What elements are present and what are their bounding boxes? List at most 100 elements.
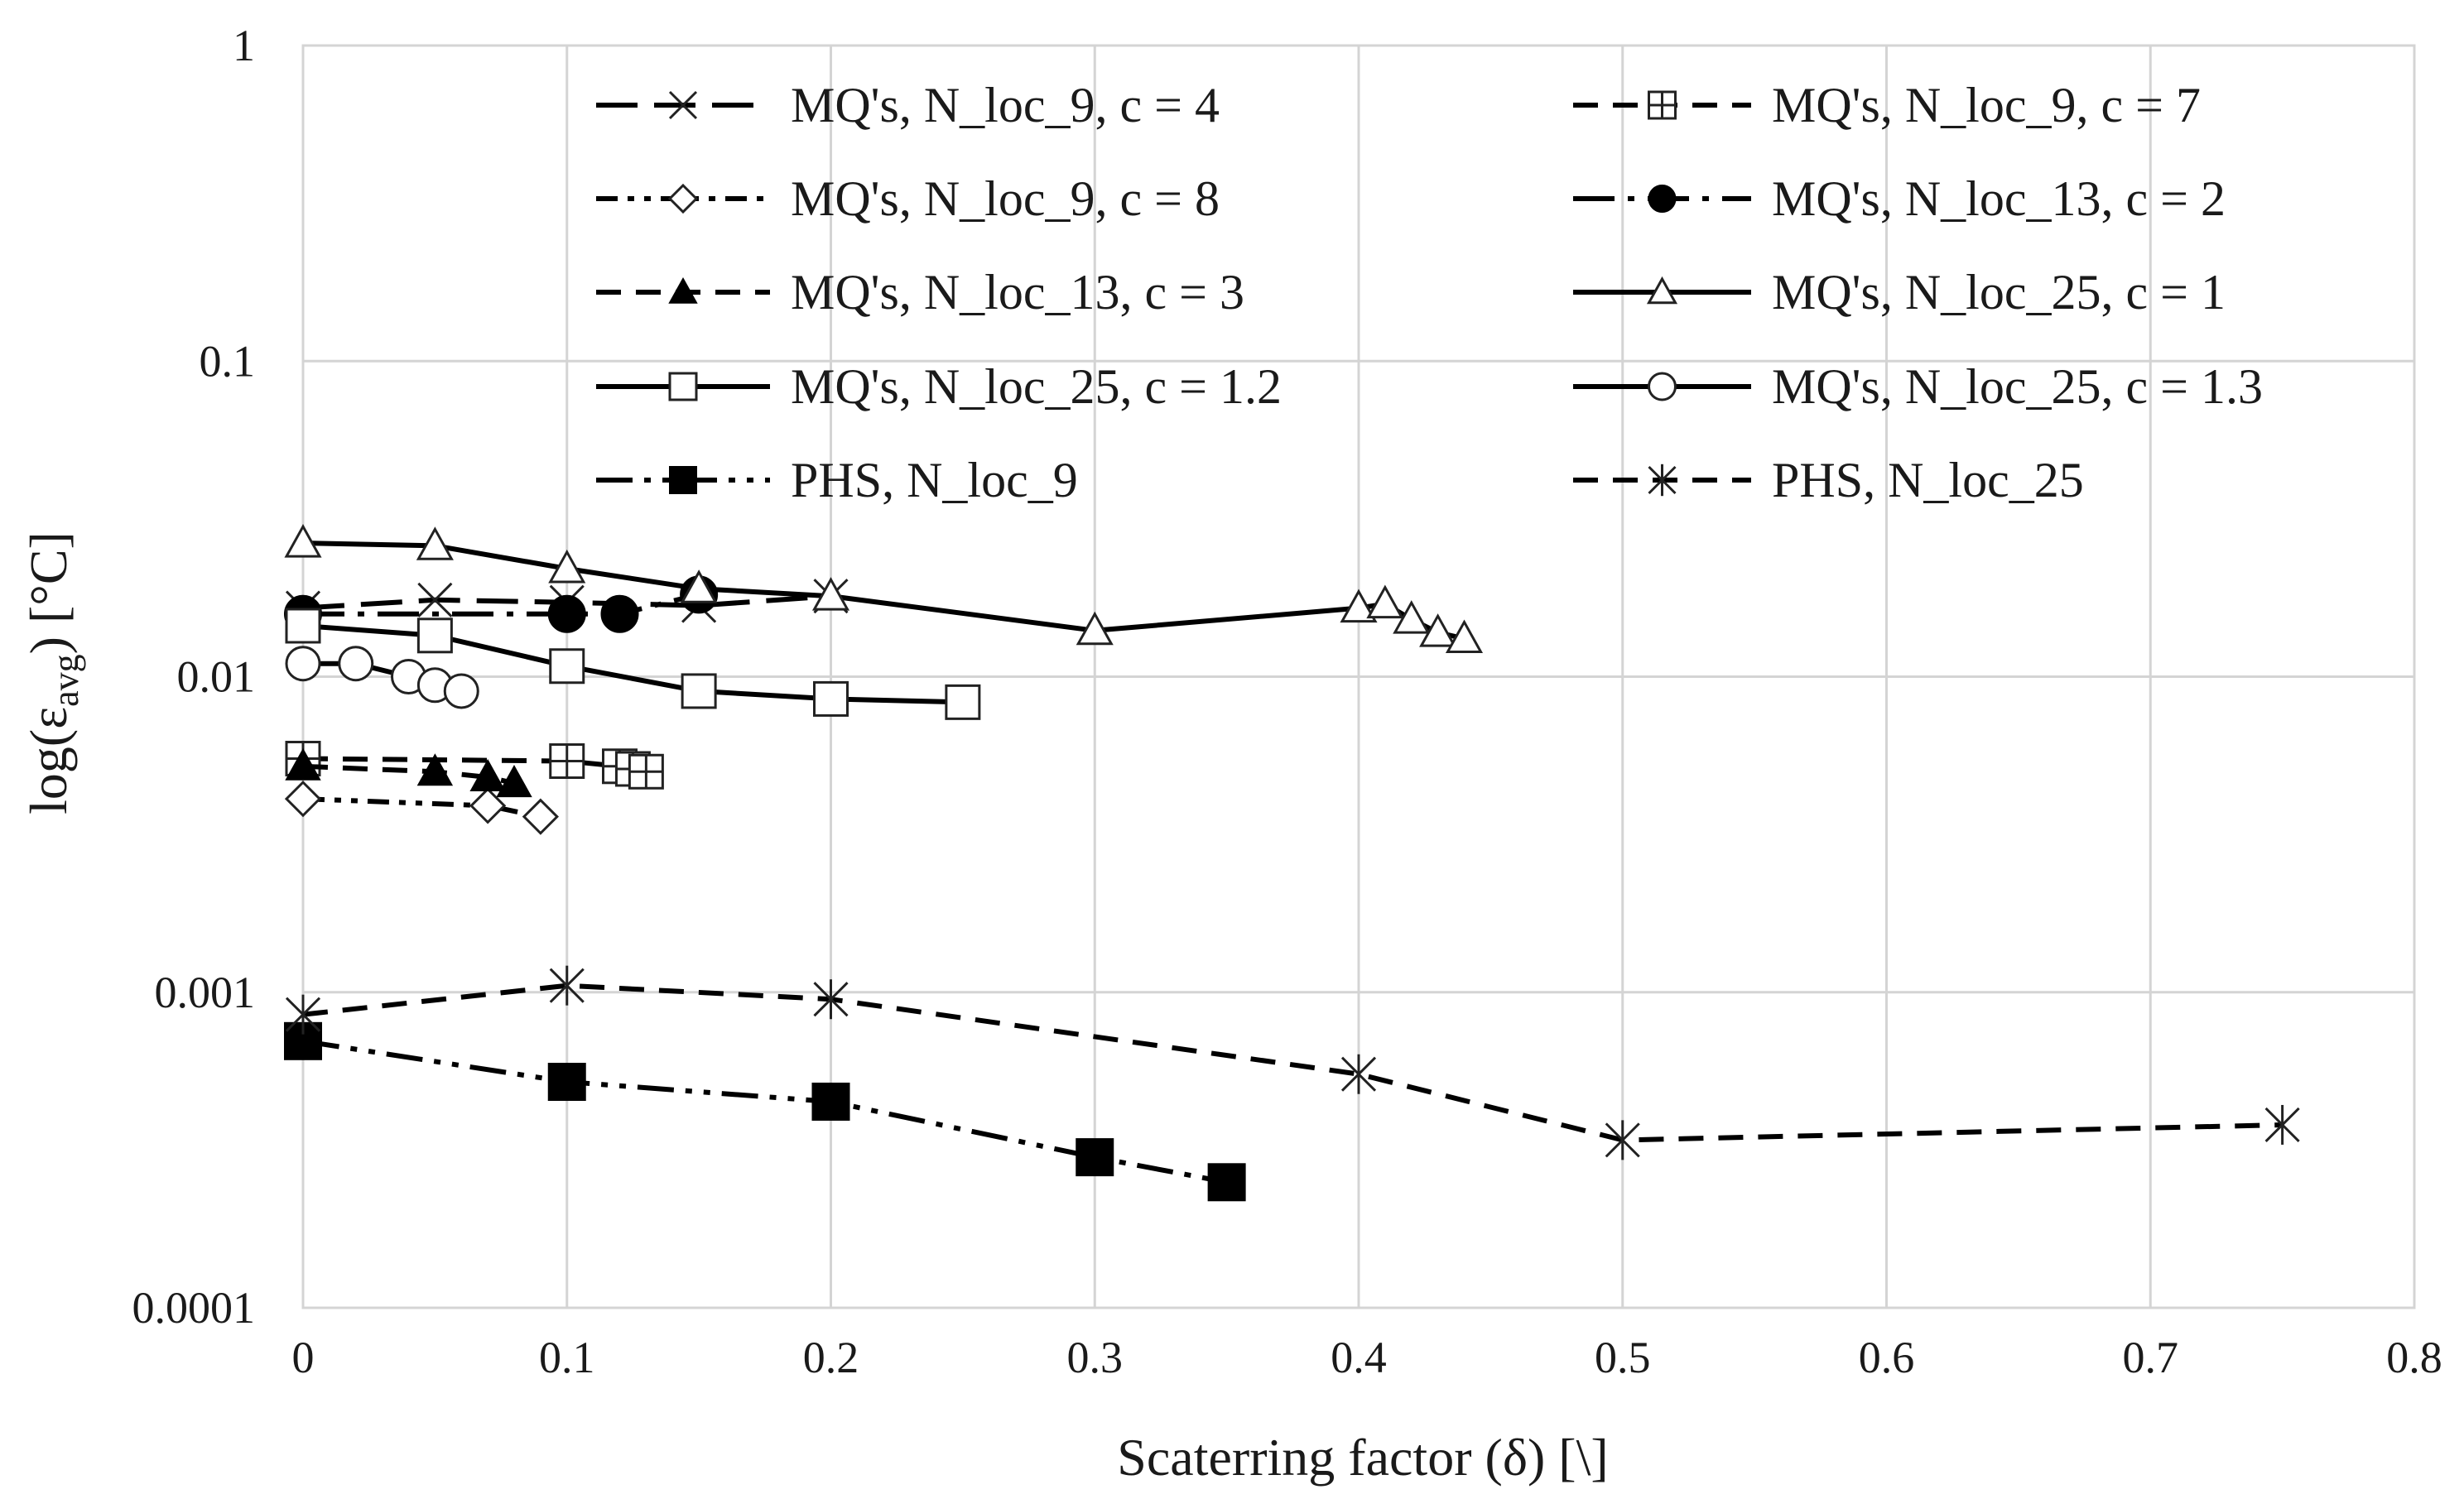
data-point: [1646, 276, 1678, 305]
data-point: [285, 747, 321, 781]
data-point: [680, 569, 718, 603]
data-point: [1076, 1138, 1114, 1177]
data-point: [1648, 372, 1677, 401]
legend-entry: MQ's, N_loc_9, c = 7: [1573, 78, 2201, 132]
y-axis-title-subscript: avg: [46, 654, 86, 707]
gridlines: [301, 44, 2416, 1309]
y-axis-title-prefix: log(ε: [19, 707, 78, 814]
x-tick-label: 0.5: [1595, 1333, 1651, 1382]
legend-label: MQ's, N_loc_25, c = 1.3: [1772, 359, 2263, 414]
series-7: [285, 608, 981, 720]
series-3: [284, 781, 559, 835]
legend-label: MQ's, N_loc_25, c = 1.2: [791, 359, 1282, 414]
data-point: [549, 965, 585, 1006]
data-point: [668, 276, 698, 304]
data-point: [1393, 600, 1431, 634]
data-point: [945, 684, 981, 720]
series-9: [284, 1021, 1246, 1202]
axes: 0 0.1 0.2 0.3 0.4 0.5 0.6 0.7 0.8 0.0001 0.001 0.01…: [132, 21, 2442, 1382]
data-point: [1648, 90, 1677, 120]
data-point: [1605, 1120, 1640, 1160]
legend-entry: MQ's, N_loc_13, c = 2: [1573, 171, 2226, 226]
x-tick-label: 0.1: [539, 1333, 595, 1382]
data-point: [443, 673, 479, 709]
data-point: [522, 798, 559, 835]
data-point: [667, 183, 699, 214]
legend-entry: MQ's, N_loc_25, c = 1: [1573, 265, 2226, 319]
y-axis-title: log(εavg) [°C]: [19, 531, 86, 814]
y-tick-label: 0.01: [177, 652, 256, 702]
legend-entry: MQ's, N_loc_9, c = 8: [596, 171, 1220, 226]
data-point: [417, 582, 453, 617]
data-point: [1207, 1163, 1246, 1202]
data-point: [416, 753, 454, 786]
y-tick-label: 0.001: [155, 968, 256, 1017]
x-tick-label: 0.3: [1067, 1333, 1124, 1382]
data-point: [1340, 1054, 1377, 1094]
data-point: [285, 994, 321, 1035]
data-point: [469, 758, 506, 792]
legend-label: PHS, N_loc_25: [1772, 453, 2084, 507]
legend-entry: PHS, N_loc_25: [1573, 453, 2084, 507]
legend-entry: MQ's, N_loc_25, c = 1.3: [1573, 359, 2263, 414]
data-point: [668, 372, 698, 401]
legend-entry: MQ's, N_loc_9, c = 4: [596, 78, 1220, 132]
data-point: [284, 524, 322, 558]
series-5: [285, 747, 532, 798]
series-10: [285, 965, 2300, 1160]
series-8: [285, 646, 479, 709]
data-point: [813, 680, 849, 717]
series-line: [302, 796, 541, 819]
x-tick-label: 0.8: [2386, 1333, 2442, 1382]
series-line: [302, 983, 2283, 1143]
data-point: [1340, 589, 1378, 623]
data-point: [1076, 611, 1114, 646]
data-point: [1445, 619, 1484, 654]
data-point: [285, 608, 321, 644]
y-axis-title-suffix: ) [°C]: [19, 531, 78, 654]
data-point: [811, 577, 850, 611]
legend-entry: MQ's, N_loc_25, c = 1.2: [596, 359, 1282, 414]
legend-label: MQ's, N_loc_25, c = 1: [1772, 265, 2226, 319]
series-line: [302, 541, 1465, 641]
series-6: [284, 524, 1484, 654]
x-tick-label: 0.6: [1859, 1333, 1915, 1382]
data-point: [496, 765, 532, 798]
data-point: [285, 646, 321, 682]
legend-label: MQ's, N_loc_9, c = 7: [1772, 78, 2201, 132]
plot-area: [284, 524, 2300, 1202]
legend-label: MQ's, N_loc_13, c = 3: [791, 265, 1244, 319]
legend: MQ's, N_loc_9, c = 4 MQ's, N_loc_9, c = 7…: [596, 78, 2263, 507]
legend-label: MQ's, N_loc_9, c = 8: [791, 171, 1220, 226]
data-point: [1366, 584, 1404, 619]
data-point: [813, 979, 849, 1020]
legend-entry: MQ's, N_loc_13, c = 3: [596, 265, 1244, 319]
series-line: [302, 623, 963, 705]
y-tick-label: 0.1: [200, 336, 256, 386]
data-point: [628, 753, 664, 790]
series-line: [303, 592, 700, 617]
data-point: [284, 781, 322, 818]
y-tick-label: 1: [233, 21, 255, 70]
data-point: [548, 549, 586, 584]
data-point: [2264, 1104, 2300, 1145]
x-tick-label: 0: [292, 1333, 315, 1382]
data-point: [338, 646, 374, 682]
data-point: [469, 787, 507, 824]
x-tick-label: 0.7: [2123, 1333, 2179, 1382]
data-point: [547, 594, 586, 633]
data-point: [811, 1082, 850, 1121]
data-point: [549, 648, 585, 685]
data-point: [681, 673, 717, 709]
legend-label: MQ's, N_loc_13, c = 2: [1772, 171, 2226, 226]
legend-label: MQ's, N_loc_9, c = 4: [791, 78, 1220, 132]
data-point: [668, 90, 698, 120]
x-tick-label: 0.4: [1331, 1333, 1387, 1382]
data-point: [600, 594, 639, 633]
data-point: [1648, 464, 1677, 497]
data-point: [549, 743, 585, 780]
x-tick-label: 0.2: [803, 1333, 859, 1382]
x-axis-title: Scaterring factor (δ) [\]: [1117, 1428, 1608, 1487]
data-point: [416, 526, 454, 560]
